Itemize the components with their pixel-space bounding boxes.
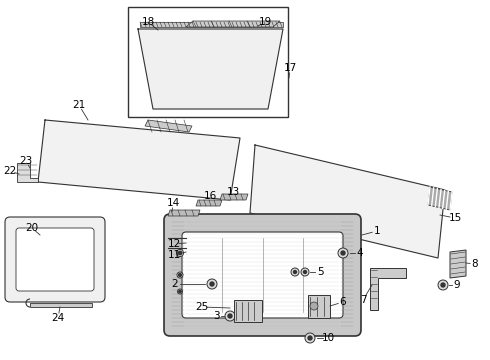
Text: 5: 5 xyxy=(317,267,323,277)
Circle shape xyxy=(178,251,182,255)
FancyBboxPatch shape xyxy=(5,217,105,302)
Text: 11: 11 xyxy=(168,250,181,260)
Text: 2: 2 xyxy=(172,279,178,289)
Polygon shape xyxy=(138,29,283,109)
Circle shape xyxy=(341,251,345,255)
Text: 12: 12 xyxy=(168,239,181,249)
Circle shape xyxy=(228,314,232,318)
Text: 8: 8 xyxy=(472,259,478,269)
FancyBboxPatch shape xyxy=(182,232,343,318)
Polygon shape xyxy=(186,21,280,27)
Circle shape xyxy=(338,248,348,258)
Polygon shape xyxy=(234,300,262,322)
Circle shape xyxy=(177,289,182,294)
Text: 1: 1 xyxy=(374,226,380,236)
Polygon shape xyxy=(145,120,192,132)
FancyBboxPatch shape xyxy=(16,228,94,291)
Circle shape xyxy=(294,270,296,274)
Circle shape xyxy=(438,280,448,290)
Polygon shape xyxy=(140,22,283,27)
Circle shape xyxy=(177,272,183,278)
Text: 14: 14 xyxy=(167,198,180,208)
FancyBboxPatch shape xyxy=(164,214,361,336)
Text: 15: 15 xyxy=(448,213,462,223)
Text: 19: 19 xyxy=(258,17,271,27)
Text: 25: 25 xyxy=(196,302,209,312)
Circle shape xyxy=(310,302,318,310)
Circle shape xyxy=(303,270,307,274)
Circle shape xyxy=(207,279,217,289)
Polygon shape xyxy=(196,200,222,206)
Text: 22: 22 xyxy=(3,166,17,176)
Polygon shape xyxy=(168,210,200,216)
Circle shape xyxy=(179,290,181,293)
Polygon shape xyxy=(308,295,330,318)
Text: 9: 9 xyxy=(454,280,460,290)
Circle shape xyxy=(308,336,312,340)
Text: 4: 4 xyxy=(357,248,363,258)
Circle shape xyxy=(225,311,235,321)
Polygon shape xyxy=(450,250,466,278)
Polygon shape xyxy=(370,268,406,310)
Polygon shape xyxy=(250,145,445,258)
Polygon shape xyxy=(30,303,92,307)
Text: 16: 16 xyxy=(203,191,217,201)
Text: 7: 7 xyxy=(360,295,367,305)
Text: 6: 6 xyxy=(340,297,346,307)
Text: 20: 20 xyxy=(25,223,39,233)
Polygon shape xyxy=(17,163,38,182)
Circle shape xyxy=(301,268,309,276)
Polygon shape xyxy=(428,187,452,210)
Circle shape xyxy=(441,283,445,287)
Bar xyxy=(128,7,288,117)
Circle shape xyxy=(291,268,299,276)
Text: 21: 21 xyxy=(73,100,86,110)
Text: 23: 23 xyxy=(20,156,33,166)
Text: 17: 17 xyxy=(283,63,296,73)
Circle shape xyxy=(176,249,183,256)
Polygon shape xyxy=(220,194,248,200)
Circle shape xyxy=(305,333,315,343)
Text: 18: 18 xyxy=(142,17,155,27)
Polygon shape xyxy=(38,120,240,200)
Text: 3: 3 xyxy=(213,311,220,321)
Circle shape xyxy=(178,274,181,276)
Text: 24: 24 xyxy=(51,313,65,323)
Text: 10: 10 xyxy=(321,333,335,343)
Circle shape xyxy=(210,282,214,286)
Text: 13: 13 xyxy=(226,187,240,197)
